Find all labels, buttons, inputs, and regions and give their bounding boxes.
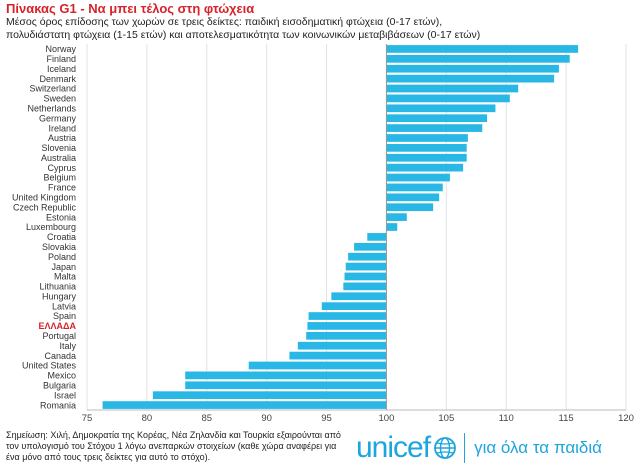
- category-label: Romania: [40, 400, 76, 410]
- category-label: Israel: [54, 390, 76, 400]
- category-label: Australia: [41, 153, 76, 163]
- category-label: Austria: [48, 133, 76, 143]
- bar: [289, 351, 387, 360]
- category-label: Ireland: [48, 123, 76, 133]
- category-label: Hungary: [42, 291, 77, 301]
- category-label: Iceland: [47, 64, 76, 74]
- bar: [367, 233, 387, 241]
- x-tick-label: 120: [618, 413, 634, 424]
- category-label: Italy: [59, 341, 76, 351]
- bar: [185, 371, 387, 380]
- bar: [386, 124, 483, 132]
- category-label: Lithuania: [39, 282, 76, 292]
- category-label: Czech Republic: [13, 202, 77, 212]
- x-tick-label: 95: [321, 413, 332, 424]
- bar: [306, 331, 387, 340]
- category-label: Poland: [48, 252, 76, 262]
- category-label: Portugal: [42, 331, 76, 341]
- bar: [344, 272, 387, 281]
- unicef-brand: unicef για όλα τα παιδιά: [356, 428, 602, 468]
- category-label: Netherlands: [27, 103, 76, 113]
- category-label: Cyprus: [47, 163, 76, 173]
- bar: [386, 223, 398, 231]
- bar: [297, 341, 387, 350]
- category-label: United States: [22, 361, 77, 371]
- bar: [343, 282, 387, 291]
- bar: [152, 391, 387, 400]
- category-label: United Kingdom: [12, 193, 76, 203]
- category-label: ΕΛΛΑΔΑ: [39, 321, 77, 331]
- bar: [248, 361, 387, 370]
- bar: [386, 144, 467, 152]
- x-tick-label: 110: [499, 413, 514, 424]
- bar: [321, 302, 387, 310]
- x-tick-label: 90: [261, 413, 272, 424]
- bar: [386, 163, 464, 172]
- category-label: Canada: [44, 351, 76, 361]
- category-label: Switzerland: [29, 84, 76, 94]
- category-label: Sweden: [43, 94, 76, 104]
- bar: [185, 381, 387, 390]
- bar: [386, 134, 468, 142]
- x-tick-label: 75: [82, 413, 93, 424]
- brand-separator: [464, 433, 466, 463]
- category-label: Slovenia: [41, 143, 76, 153]
- bar: [354, 242, 387, 251]
- bar: [386, 173, 450, 182]
- bar: [386, 84, 519, 93]
- category-label: Norway: [45, 44, 76, 54]
- category-label: Slovakia: [42, 242, 76, 252]
- bar: [386, 104, 496, 113]
- category-label: Latvia: [52, 301, 76, 311]
- x-tick-label: 100: [379, 413, 395, 424]
- category-label: Denmark: [39, 74, 76, 84]
- subtitle-line-2: πολυδιάστατη φτώχεια (1-15 ετών) και απο…: [6, 28, 481, 41]
- bar: [345, 262, 387, 271]
- x-tick-label: 80: [142, 413, 153, 424]
- bar: [386, 153, 467, 162]
- category-label: Mexico: [47, 371, 76, 381]
- bar-chart: NorwayFinlandIcelandDenmarkSwitzerlandSw…: [12, 44, 634, 424]
- subtitle-line-1: Μέσος όρος επίδοσης των χωρών σε τρεις δ…: [6, 16, 443, 28]
- bar: [308, 312, 387, 320]
- category-label: Malta: [54, 272, 76, 282]
- unicef-logo: unicef: [356, 431, 458, 465]
- x-tick-label: 85: [201, 413, 212, 424]
- bar: [386, 94, 510, 103]
- unicef-tagline: για όλα τα παιδιά: [474, 438, 603, 457]
- category-label: Germany: [39, 113, 77, 123]
- unicef-logo-text: unicef: [356, 431, 431, 464]
- category-label: Bulgaria: [43, 380, 76, 390]
- x-tick-label: 115: [559, 413, 574, 424]
- category-label: Belgium: [43, 173, 76, 183]
- bar: [386, 64, 559, 73]
- bar: [386, 114, 488, 123]
- globe-icon: [434, 437, 456, 459]
- bar: [386, 45, 579, 53]
- bar: [386, 203, 434, 212]
- category-label: Estonia: [46, 212, 76, 222]
- chart-subtitle: Μέσος όρος επίδοσης των χωρών σε τρεις δ…: [6, 16, 636, 41]
- category-label: Spain: [53, 311, 76, 321]
- bar: [307, 322, 387, 330]
- category-label: Croatia: [47, 232, 76, 242]
- bar: [386, 183, 443, 192]
- bar: [348, 252, 387, 261]
- bar: [102, 401, 387, 409]
- x-tick-label: 105: [438, 413, 454, 424]
- category-label: Finland: [46, 54, 76, 64]
- footnote: Σημείωση: Χιλή, Δημοκρατία της Κορέας, Ν…: [6, 430, 341, 462]
- bar: [331, 292, 387, 301]
- chart-title: Πίνακας G1 - Να μπει τέλος στη φτώχεια: [6, 1, 255, 16]
- category-label: Japan: [51, 262, 76, 272]
- bar: [386, 54, 570, 63]
- category-label: France: [48, 183, 76, 193]
- category-label: Luxembourg: [26, 222, 76, 232]
- bar: [386, 74, 555, 83]
- bar: [386, 213, 407, 221]
- bar: [386, 193, 440, 202]
